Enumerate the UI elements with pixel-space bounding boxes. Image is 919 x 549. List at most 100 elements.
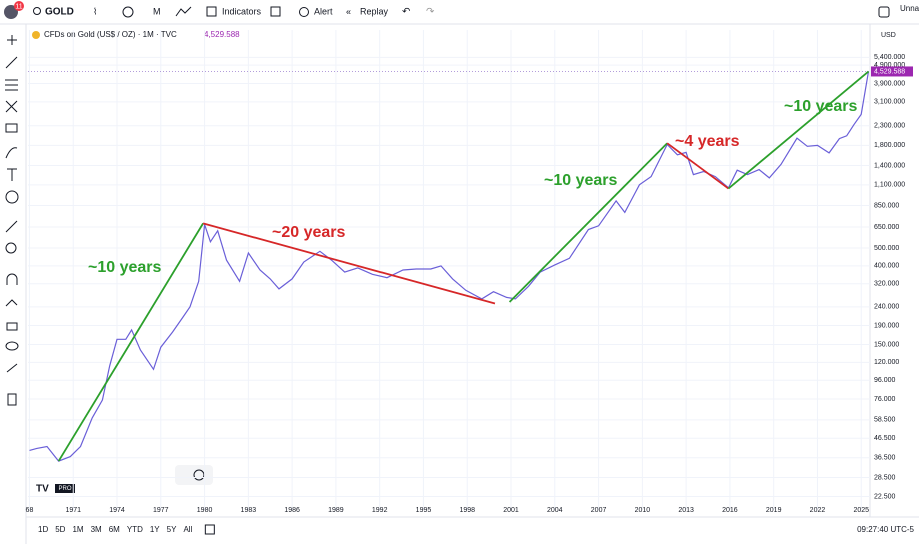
range-button[interactable]: YTD: [127, 525, 143, 534]
trend-label: ~10 years: [544, 172, 618, 189]
range-button[interactable]: 1Y: [150, 525, 160, 534]
brush-tool[interactable]: [5, 147, 18, 159]
range-button[interactable]: 6M: [109, 525, 120, 534]
pattern-tool[interactable]: [5, 100, 18, 113]
symbol-logo: [32, 31, 40, 39]
range-button[interactable]: All: [183, 525, 192, 534]
x-tick-label: 1992: [372, 507, 388, 514]
replay[interactable]: Replay: [360, 6, 389, 16]
price-line: [29, 71, 870, 462]
indicators[interactable]: Indicators: [222, 6, 262, 16]
avatar[interactable]: [4, 5, 18, 19]
x-tick-label: 2025: [853, 507, 869, 514]
trash-tool[interactable]: [7, 393, 17, 406]
range-button[interactable]: 1M: [72, 525, 83, 534]
range-button[interactable]: 1D: [38, 525, 48, 534]
trendline-tool[interactable]: [5, 56, 18, 69]
currency[interactable]: USD: [881, 32, 896, 39]
y-tick-label: 1,100.000: [874, 182, 905, 189]
x-tick-label: 1989: [328, 507, 344, 514]
goto-button[interactable]: [193, 469, 205, 481]
layouts-icon[interactable]: [270, 6, 281, 17]
lock-tool[interactable]: [6, 322, 18, 331]
measure-tool[interactable]: [5, 220, 18, 233]
link-tool[interactable]: [6, 363, 18, 373]
alert[interactable]: Alert: [314, 6, 333, 16]
text-tool[interactable]: [7, 168, 17, 181]
user-name[interactable]: Unna: [900, 4, 919, 13]
top-toolbar: [0, 0, 919, 24]
trend-label: ~20 years: [272, 224, 346, 241]
y-tick-label: 58.500: [874, 417, 896, 424]
forecast-tool[interactable]: [5, 123, 18, 133]
x-tick-label: 2004: [547, 507, 563, 514]
chart-type[interactable]: [175, 6, 192, 17]
y-tick-label: 4,900.000: [874, 62, 905, 69]
x-tick-label: 2013: [678, 507, 694, 514]
y-tick-label: 28.500: [874, 474, 896, 481]
y-tick-label: 190.000: [874, 322, 899, 329]
y-tick-label: 76.000: [874, 396, 896, 403]
clock: 09:27:40 UTC-5: [857, 525, 914, 534]
add-symbol[interactable]: [122, 6, 134, 18]
alert-icon[interactable]: [299, 7, 309, 17]
x-tick-label: 2022: [810, 507, 826, 514]
search-icon[interactable]: [33, 7, 41, 15]
date-range-icon[interactable]: [204, 524, 215, 535]
last-price-label: 4,529.588: [874, 68, 905, 75]
trend-line: [57, 222, 204, 462]
badge-count: 11: [15, 3, 22, 10]
x-tick-label: 1980: [197, 507, 213, 514]
trend-label: ~4 years: [675, 133, 740, 150]
interval[interactable]: M: [153, 6, 161, 16]
range-button[interactable]: 5Y: [167, 525, 177, 534]
trend-line: [508, 142, 668, 303]
hide-tool[interactable]: [5, 341, 19, 351]
undo[interactable]: ↶: [402, 7, 410, 18]
y-tick-label: 320.000: [874, 281, 899, 288]
x-tick-label: 2016: [722, 507, 738, 514]
redo[interactable]: ↷: [426, 7, 435, 18]
range-button[interactable]: 3M: [91, 525, 102, 534]
compare-icon[interactable]: ⌇: [93, 6, 97, 16]
y-tick-label: 400.000: [874, 263, 899, 270]
y-tick-label: 850.000: [874, 202, 899, 209]
bottom-bar: 1D 5D 1M 3M 6M YTD 1Y 5Y All 09:27:40 UTC-5: [38, 524, 915, 535]
stay-drawing[interactable]: [5, 299, 18, 307]
trend-line: [727, 70, 870, 190]
x-tick-label: 1971: [65, 507, 81, 514]
x-tick-label: 1974: [109, 507, 125, 514]
y-tick-label: 120.000: [874, 359, 899, 366]
y-tick-label: 240.000: [874, 304, 899, 311]
drawing-tools[interactable]: [5, 35, 19, 406]
crosshair-tool[interactable]: [7, 35, 17, 45]
trend-label: ~10 years: [784, 98, 858, 115]
layout-icon[interactable]: [878, 6, 890, 18]
header-price: 4,529.588: [204, 30, 240, 39]
indicators-icon[interactable]: [206, 6, 217, 17]
zoom-tool[interactable]: [5, 242, 17, 254]
trend-label: ~10 years: [88, 259, 162, 276]
icon-tool[interactable]: [5, 190, 19, 204]
y-tick-label: 5,400.000: [874, 54, 905, 61]
x-tick-label: 1995: [416, 507, 432, 514]
y-tick-label: 3,100.000: [874, 99, 905, 106]
x-tick-label: 1983: [241, 507, 257, 514]
replay-icon[interactable]: «: [346, 6, 351, 16]
x-tick-label: 1986: [284, 507, 300, 514]
y-tick-label: 3,900.000: [874, 80, 905, 87]
y-tick-label: 2,300.000: [874, 123, 905, 130]
y-tick-label: 1,400.000: [874, 162, 905, 169]
y-tick-label: 1,800.000: [874, 142, 905, 149]
range-button[interactable]: 5D: [55, 525, 65, 534]
fib-tool[interactable]: [5, 79, 18, 91]
x-tick-label: 2010: [635, 507, 651, 514]
tv-logo: TV: [36, 484, 49, 495]
magnet-tool[interactable]: [6, 273, 18, 285]
y-tick-label: 22.500: [874, 493, 896, 500]
y-tick-label: 150.000: [874, 341, 899, 348]
symbol[interactable]: GOLD: [45, 7, 74, 18]
